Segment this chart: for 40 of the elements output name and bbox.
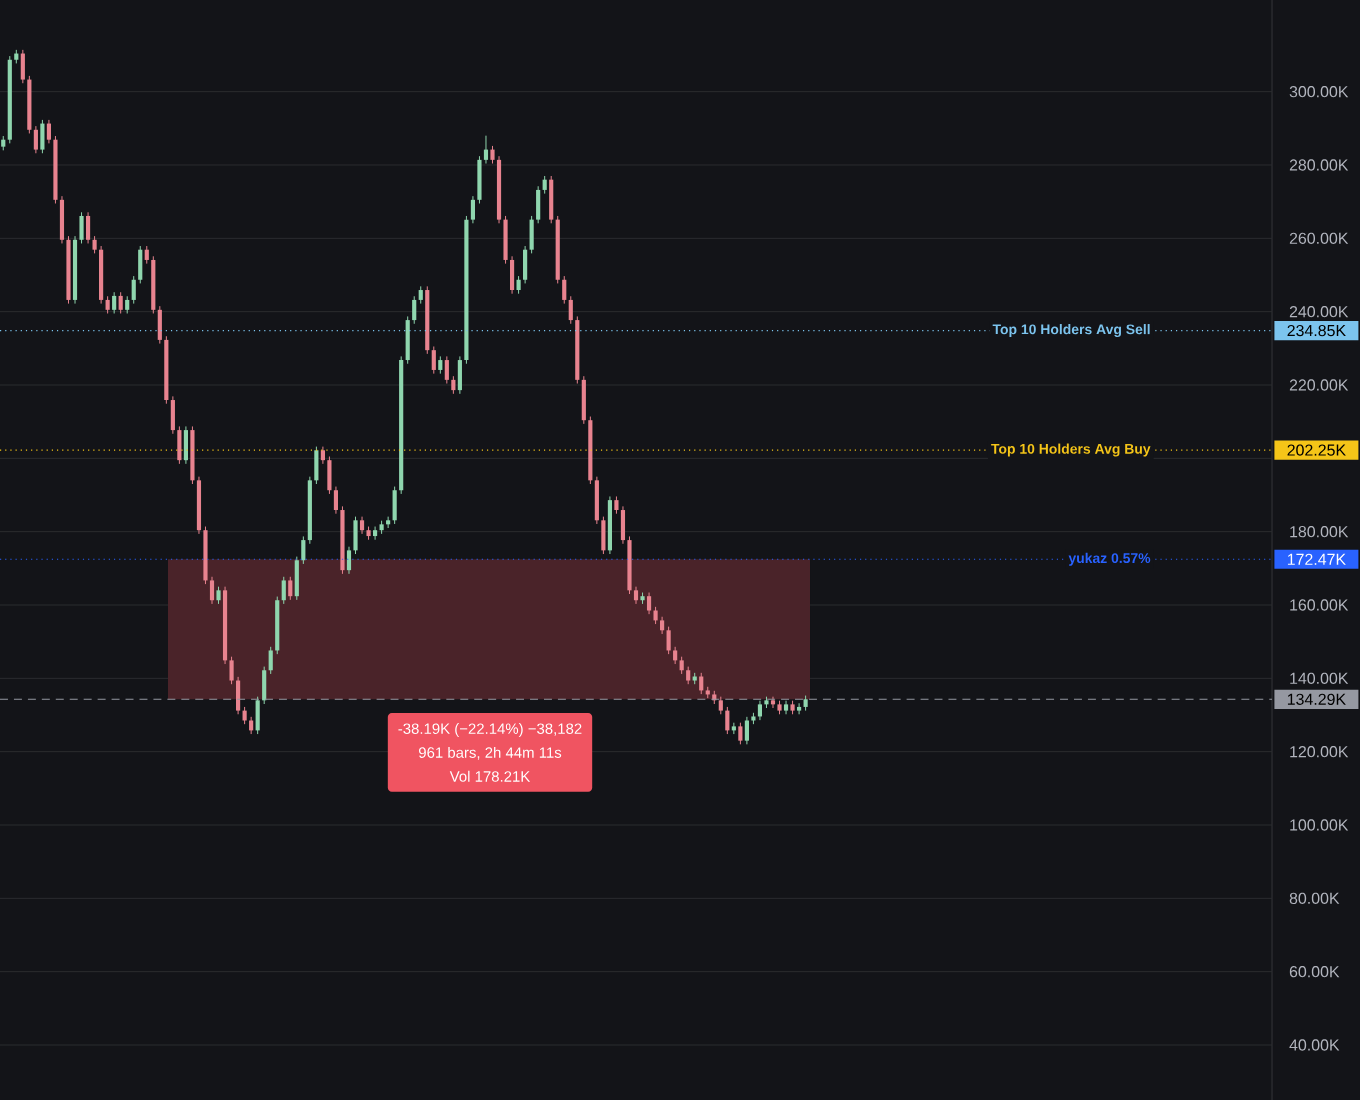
candlestick [797, 702, 802, 715]
candlestick [581, 375, 586, 425]
candlestick [646, 592, 652, 615]
candlestick [281, 576, 286, 605]
candlestick [536, 185, 541, 224]
candlestick [731, 722, 736, 735]
candlestick [183, 425, 188, 465]
candlestick [33, 125, 38, 154]
candlestick [294, 556, 299, 601]
candlestick [549, 175, 554, 224]
candlestick [757, 700, 763, 721]
candlestick [529, 215, 534, 254]
candlestick [372, 526, 378, 541]
candlestick [523, 245, 528, 284]
candlestick [138, 245, 143, 284]
candlestick [268, 646, 273, 675]
candlestick [131, 275, 136, 305]
candlestick [112, 291, 117, 314]
candlestick [725, 706, 730, 735]
candlestick [770, 696, 776, 709]
candlestick [262, 666, 267, 705]
candlestick [392, 486, 397, 525]
candlestick [412, 295, 417, 325]
candlestick [85, 211, 91, 244]
candlestick [568, 295, 573, 325]
candlestick [405, 315, 410, 365]
candlestick [118, 291, 123, 314]
candlestick [301, 535, 306, 565]
candlestick [40, 119, 45, 154]
candlestick [20, 49, 25, 84]
candlestick [562, 275, 567, 305]
candlestick [157, 305, 162, 345]
candlestick [738, 722, 743, 745]
candlestick [288, 576, 293, 601]
candlestick [744, 716, 749, 745]
candlestick [255, 696, 260, 735]
candlestick [699, 672, 704, 695]
candlestick [386, 516, 391, 529]
candlestick [444, 355, 449, 385]
candlestick [431, 345, 436, 375]
